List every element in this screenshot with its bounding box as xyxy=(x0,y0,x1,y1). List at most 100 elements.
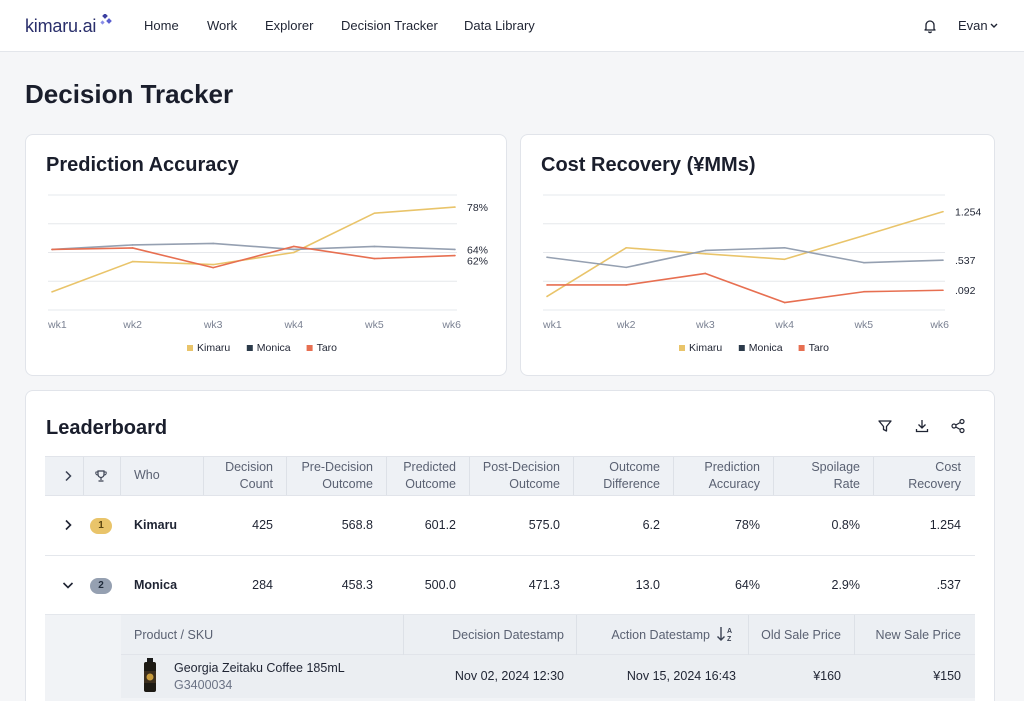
table-cell-who: Monica xyxy=(134,578,178,592)
data-point-kimaru xyxy=(212,263,214,266)
legend-swatch-taro xyxy=(798,345,805,351)
table-cell: 458.3 xyxy=(341,578,373,592)
sub-table-header xyxy=(121,615,975,655)
filter-icon[interactable] xyxy=(877,418,893,434)
table-cell: 78% xyxy=(734,518,760,532)
prediction-accuracy-chart: 78% 64%62% wk1 wk2 wk3 wk4 wk5 wk6 Kimaru Monica T… xyxy=(47,194,488,354)
column-divider xyxy=(573,457,574,495)
x-tick-label: wk3 xyxy=(203,319,223,331)
row-expand-chevron-icon[interactable] xyxy=(61,518,75,532)
sub-column-header-product[interactable]: Product / SKU xyxy=(134,628,214,642)
data-point-kimaru xyxy=(704,253,707,255)
column-divider xyxy=(83,457,84,495)
data-point-taro xyxy=(942,289,944,292)
x-tick-label: wk3 xyxy=(695,319,715,331)
column-header-outcome-difference[interactable]: Outcome Difference xyxy=(603,460,660,491)
chevron-down-icon[interactable] xyxy=(990,23,998,29)
data-point-kimaru xyxy=(783,258,786,261)
data-point-taro xyxy=(212,266,214,269)
nav-data-library[interactable]: Data Library xyxy=(464,18,535,33)
data-point-kimaru xyxy=(625,246,627,249)
data-point-monica xyxy=(625,266,627,269)
legend-swatch-monica xyxy=(738,345,745,351)
column-divider xyxy=(873,457,874,495)
download-icon[interactable] xyxy=(914,418,930,434)
share-icon[interactable] xyxy=(950,418,966,434)
table-cell: 471.3 xyxy=(528,578,560,592)
logo[interactable]: kimaru.ai xyxy=(25,16,97,36)
x-tick-label: wk6 xyxy=(929,319,949,331)
x-tick-label: wk4 xyxy=(774,319,794,331)
x-tick-label: wk4 xyxy=(283,319,303,331)
data-point-taro xyxy=(454,254,456,257)
nav-work[interactable]: Work xyxy=(207,18,238,33)
row-collapse-chevron-icon[interactable] xyxy=(61,578,75,592)
column-header-cost-recovery[interactable]: Cost Recovery xyxy=(908,460,961,491)
data-point-kimaru xyxy=(293,251,295,254)
table-cell: 500.0 xyxy=(424,578,456,592)
new-sale-price: ¥150 xyxy=(933,669,961,683)
data-point-taro xyxy=(51,248,53,251)
table-cell-who: Kimaru xyxy=(134,518,178,532)
series-line-kimaru xyxy=(51,206,456,293)
column-header-predicted-outcome[interactable]: Predicted Outcome xyxy=(403,460,456,491)
column-divider xyxy=(386,457,387,495)
column-divider xyxy=(120,457,121,495)
table-cell: 284 xyxy=(252,578,273,592)
cost-recovery-chart: 1.254 .537 .092 wk1 wk2 wk3 wk4 wk5 wk6 Kimaru Mon… xyxy=(542,194,981,354)
column-header-pre-decision-outcome[interactable]: Pre-Decision Outcome xyxy=(301,460,373,491)
nav-explorer[interactable]: Explorer xyxy=(265,18,314,33)
sort-ascending-icon[interactable]: A Z xyxy=(716,625,736,643)
product-thumbnail xyxy=(144,658,156,692)
nav-decision-tracker[interactable]: Decision Tracker xyxy=(341,18,438,33)
card-title: Cost Recovery (¥MMs) xyxy=(541,154,756,176)
data-point-taro xyxy=(625,284,627,286)
data-point-monica xyxy=(863,261,865,264)
x-tick-label: wk2 xyxy=(616,319,636,331)
table-cell: 1.254 xyxy=(929,518,961,532)
expand-all-chevron-icon[interactable] xyxy=(61,469,75,483)
column-header-post-decision-outcome[interactable]: Post-Decision Outcome xyxy=(482,460,560,491)
x-tick-label: wk5 xyxy=(853,319,873,331)
sub-column-header-new-sale-price[interactable]: New Sale Price xyxy=(875,628,961,642)
nav-home[interactable]: Home xyxy=(144,18,179,33)
svg-text:Z: Z xyxy=(727,636,732,643)
data-point-monica xyxy=(212,242,214,245)
sub-table-row[interactable] xyxy=(121,655,975,698)
data-point-monica xyxy=(546,256,548,259)
data-point-taro xyxy=(131,247,134,249)
data-point-kimaru xyxy=(942,210,944,213)
data-point-monica xyxy=(373,245,376,248)
data-point-taro xyxy=(863,290,865,293)
old-sale-price: ¥160 xyxy=(813,669,841,683)
data-point-taro xyxy=(704,272,707,275)
column-header-who[interactable]: Who xyxy=(134,468,160,482)
end-value-label: 1.254 xyxy=(955,207,981,219)
column-divider xyxy=(673,457,674,495)
product-sku: G3400034 xyxy=(174,678,233,692)
data-point-taro xyxy=(293,245,295,248)
column-divider xyxy=(203,457,204,495)
series-line-taro xyxy=(51,245,456,269)
legend-label-kimaru: Kimaru xyxy=(197,342,230,354)
column-header-spoilage-rate[interactable]: Spoilage Rate xyxy=(811,460,860,491)
data-point-monica xyxy=(454,248,456,251)
column-header-decision-count[interactable]: Decision Count xyxy=(225,460,273,491)
top-nav: kimaru.ai Home Work Explorer Decision Tr… xyxy=(0,0,1024,52)
column-divider xyxy=(773,457,774,495)
data-point-kimaru xyxy=(51,291,53,293)
sub-column-header-old-sale-price[interactable]: Old Sale Price xyxy=(761,628,841,642)
rank-badge: 1 xyxy=(90,518,112,534)
x-tick-label: wk1 xyxy=(47,319,67,331)
data-point-monica xyxy=(293,248,295,251)
sub-column-header-action-datestamp[interactable]: Action Datestamp xyxy=(611,628,710,642)
data-point-kimaru xyxy=(863,234,865,237)
sub-column-header-decision-datestamp[interactable]: Decision Datestamp xyxy=(452,628,564,642)
bell-icon[interactable] xyxy=(922,18,938,34)
table-cell: 6.2 xyxy=(642,518,660,532)
column-header-prediction-accuracy[interactable]: Prediction Accuracy xyxy=(704,460,760,491)
user-menu[interactable]: Evan xyxy=(958,18,988,33)
legend-label-taro: Taro xyxy=(809,342,830,354)
legend-swatch-taro xyxy=(306,345,313,351)
end-value-label: 78% xyxy=(467,202,488,214)
